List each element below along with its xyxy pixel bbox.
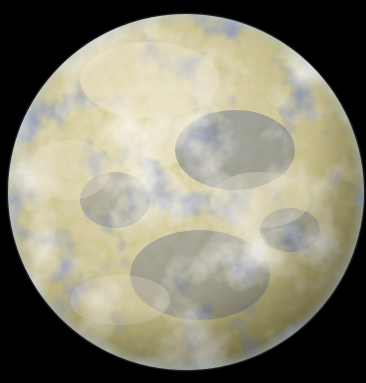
atmosphere-rim <box>6 12 366 372</box>
